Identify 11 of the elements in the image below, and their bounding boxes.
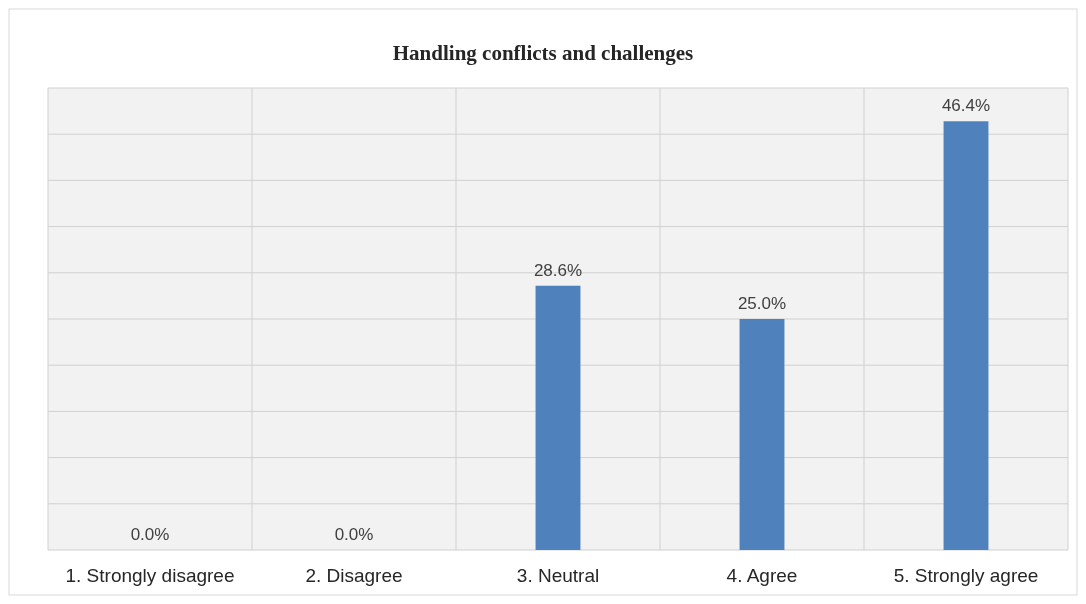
data-label: 0.0% [334,525,374,544]
data-label: 46.4% [941,96,991,116]
x-tick-label: 3. Neutral [516,565,600,586]
chart-title: Handling conflicts and challenges [392,41,694,65]
x-tick-label: 4. Agree [726,565,798,586]
data-label: 28.6% [533,260,583,280]
x-tick-label: 5. Strongly agree [893,565,1039,586]
data-label: 25.0% [737,294,787,313]
x-tick-label: 2. Disagree [305,565,403,586]
x-tick-label: 1. Strongly disagree [65,565,235,586]
data-label: 0.0% [130,525,170,544]
